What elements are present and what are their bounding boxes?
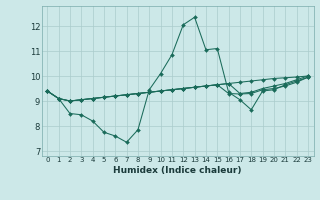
X-axis label: Humidex (Indice chaleur): Humidex (Indice chaleur) xyxy=(113,166,242,175)
